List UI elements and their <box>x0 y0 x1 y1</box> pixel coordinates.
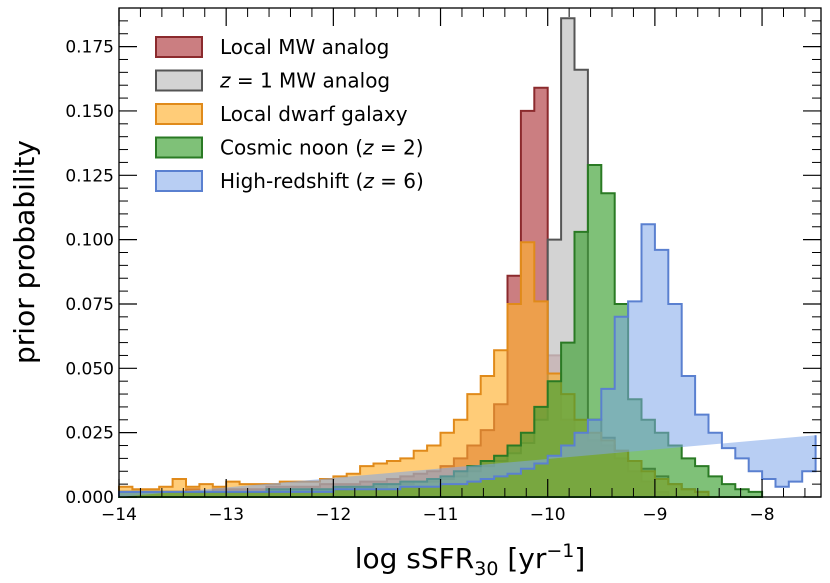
legend-swatch <box>155 103 203 125</box>
legend-label: Local MW analog <box>220 35 389 59</box>
y-axis-label: prior probability <box>8 140 41 364</box>
legend-swatch <box>155 69 203 92</box>
y-tick-label: 0.025 <box>65 424 114 444</box>
y-tick-label: 0.175 <box>65 38 114 58</box>
x-tick-label: −11 <box>423 505 459 525</box>
legend-swatch <box>155 36 203 58</box>
x-tick-label: −12 <box>315 505 351 525</box>
legend-label: High-redshift (z = 6) <box>220 169 424 193</box>
legend: Local MW analog z = 1 MW analog Local dwar… <box>155 35 424 193</box>
x-tick-label: −14 <box>101 505 137 525</box>
histogram-series-layer <box>118 17 817 498</box>
axis-ticks-layer: −14 −13 −12 −11 −10 −9 −8 0.000 0.025 0.050 0.075 0… <box>65 7 821 525</box>
y-tick-label: 0.000 <box>65 488 114 508</box>
x-axis-label: log sSFR30 [yr−1] <box>355 540 586 580</box>
y-tick-label: 0.075 <box>65 295 114 315</box>
y-tick-label: 0.150 <box>65 102 114 122</box>
x-tick-label: −10 <box>530 505 566 525</box>
y-tick-label: 0.125 <box>65 166 114 186</box>
legend-swatch <box>155 136 203 159</box>
x-tick-label: −9 <box>642 505 667 525</box>
x-tick-label: −8 <box>750 505 775 525</box>
y-tick-label: 0.050 <box>65 359 114 379</box>
legend-label: Local dwarf galaxy <box>220 102 408 126</box>
y-tick-label: 0.100 <box>65 231 114 251</box>
x-tick-label: −13 <box>208 505 244 525</box>
legend-swatch <box>155 170 203 192</box>
legend-label: z = 1 MW analog <box>219 69 390 93</box>
legend-label: Cosmic noon (z = 2) <box>220 136 424 160</box>
